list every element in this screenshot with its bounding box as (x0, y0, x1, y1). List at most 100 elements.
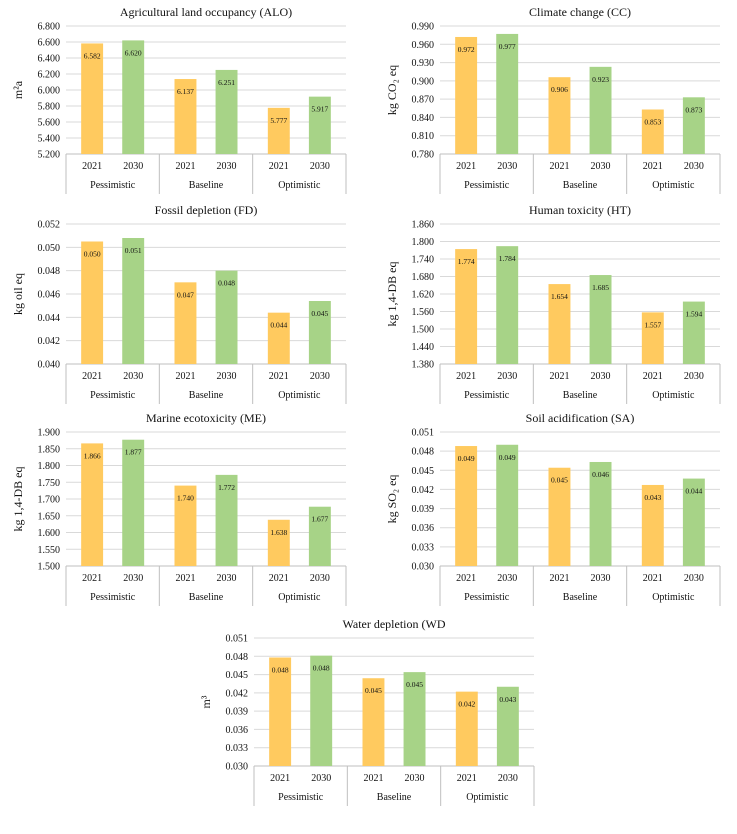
y-tick-label: 6.600 (38, 38, 61, 49)
x-tick-year: 2021 (82, 573, 102, 584)
data-label: 0.048 (272, 666, 289, 675)
y-tick-label: 1.740 (412, 255, 435, 266)
bar-2030 (215, 69, 238, 154)
y-tick-label: 0.048 (38, 266, 61, 277)
data-label: 5.917 (311, 105, 328, 114)
x-tick-year: 2030 (217, 371, 237, 382)
bar-2021 (455, 249, 478, 364)
data-label: 6.620 (125, 48, 142, 57)
bar-2030 (682, 301, 705, 364)
chart-title: Agricultural land occupancy (ALO) (120, 5, 292, 19)
x-tick-year: 2021 (456, 573, 476, 584)
y-tick-label: 0.046 (38, 290, 61, 301)
x-tick-year: 2021 (269, 573, 289, 584)
y-tick-label: 6.800 (38, 22, 61, 33)
y-tick-label: 1.620 (412, 290, 435, 301)
chart-title: Human toxicity (HT) (529, 203, 631, 217)
chart-panel-fd: Fossil depletion (FD) kg oil eq 0.040 0.042… (0, 200, 362, 408)
x-group-label: Baseline (563, 180, 598, 191)
x-tick-year: 2030 (310, 161, 330, 172)
x-tick-year: 2030 (497, 371, 517, 382)
bar-2030 (310, 655, 333, 766)
y-axis-label: kg SO₂ eq (385, 475, 399, 524)
data-label: 0.045 (365, 686, 382, 695)
data-label: 1.866 (84, 451, 101, 460)
x-group-label: Pessimistic (464, 390, 510, 401)
y-tick-label: 6.200 (38, 70, 61, 81)
bar-2030 (496, 246, 519, 364)
bar-2030 (215, 474, 238, 566)
x-tick-year: 2030 (123, 573, 143, 584)
y-tick-label: 0.990 (412, 22, 435, 33)
x-group-label: Pessimistic (90, 592, 136, 603)
y-tick-label: 1.440 (412, 342, 435, 353)
y-tick-label: 0.042 (38, 336, 61, 347)
x-tick-year: 2030 (497, 161, 517, 172)
data-label: 0.044 (685, 487, 702, 496)
x-tick-year: 2030 (217, 161, 237, 172)
y-tick-label: 0.048 (226, 652, 249, 663)
bar-chart-svg: Soil acidification (SA) kg SO₂ eq 0.030 0.0… (385, 411, 721, 606)
x-tick-year: 2021 (82, 161, 102, 172)
data-label: 1.557 (644, 320, 661, 329)
chart-panel-me: Marine ecotoxicity (ME) kg 1,4-DB eq 1.500… (0, 408, 362, 610)
data-label: 0.042 (458, 700, 475, 709)
x-group-label: Baseline (377, 792, 412, 803)
chart-panel-ht: Human toxicity (HT) kg 1,4-DB eq 1.380 1.44… (374, 200, 736, 408)
x-tick-year: 2030 (123, 371, 143, 382)
y-axis-label: m²a (11, 80, 25, 99)
data-label: 0.043 (499, 695, 516, 704)
x-group-label: Pessimistic (90, 390, 136, 401)
x-tick-year: 2030 (591, 161, 611, 172)
bar-2030 (589, 66, 612, 154)
data-label: 6.251 (218, 78, 235, 87)
y-tick-label: 1.680 (412, 272, 435, 283)
x-tick-year: 2021 (82, 371, 102, 382)
chart-title: Soil acidification (SA) (526, 411, 635, 425)
x-tick-year: 2030 (498, 773, 518, 784)
y-tick-label: 5.400 (38, 134, 61, 145)
data-label: 6.582 (84, 51, 101, 60)
bar-2021 (455, 691, 478, 766)
y-tick-label: 0.780 (412, 150, 435, 161)
y-tick-label: 0.960 (412, 40, 435, 51)
data-label: 1.772 (218, 483, 235, 492)
y-tick-label: 1.700 (38, 495, 61, 506)
data-label: 1.740 (177, 494, 194, 503)
y-tick-label: 0.052 (38, 220, 61, 231)
bar-2021 (641, 109, 664, 154)
y-tick-label: 5.600 (38, 118, 61, 129)
x-group-label: Optimistic (652, 180, 695, 191)
data-label: 0.045 (551, 476, 568, 485)
chart-title: Water depletion (WD (343, 617, 446, 631)
data-label: 0.977 (499, 42, 516, 51)
data-label: 0.045 (406, 680, 423, 689)
x-group-label: Pessimistic (278, 792, 324, 803)
data-label: 0.049 (499, 453, 516, 462)
bar-2021 (548, 467, 571, 566)
y-tick-label: 5.800 (38, 102, 61, 113)
x-tick-year: 2021 (175, 371, 195, 382)
y-tick-label: 0.051 (412, 428, 435, 439)
x-group-label: Baseline (189, 390, 224, 401)
y-tick-label: 0.033 (412, 542, 435, 553)
bar-2030 (308, 301, 331, 364)
bar-2021 (81, 443, 104, 566)
data-label: 1.677 (311, 515, 328, 524)
y-tick-label: 0.870 (412, 95, 435, 106)
x-tick-year: 2030 (123, 161, 143, 172)
x-group-label: Pessimistic (90, 180, 136, 191)
bar-2030 (682, 97, 705, 154)
data-label: 0.051 (125, 246, 142, 255)
bar-2021 (548, 284, 571, 364)
bar-2030 (682, 478, 705, 566)
y-tick-label: 0.900 (412, 76, 435, 87)
y-tick-label: 6.400 (38, 54, 61, 65)
y-tick-label: 0.039 (412, 504, 435, 515)
y-axis-label: kg 1,4-DB eq (11, 467, 25, 532)
x-tick-year: 2030 (591, 371, 611, 382)
x-tick-year: 2021 (270, 773, 290, 784)
x-tick-year: 2030 (684, 371, 704, 382)
bar-2021 (269, 657, 292, 766)
bar-chart-svg: Agricultural land occupancy (ALO) m²a 5.20… (11, 5, 347, 194)
